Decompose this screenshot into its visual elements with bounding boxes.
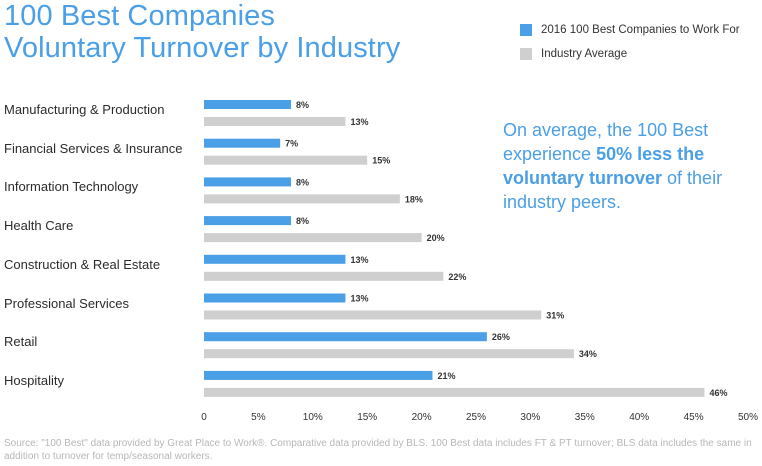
data-label-best-health-care: 8% [296,216,309,226]
data-label-industry-financial-services-insurance: 15% [372,156,390,166]
x-tick-label: 50% [738,412,758,423]
callout-note-post: of their industry peers. [503,168,723,212]
category-label-hospitality: Hospitality [4,372,64,388]
bar-industry-construction-real-estate [204,271,444,281]
legend-label-industry-average: Industry Average [541,48,628,60]
data-label-best-retail: 26% [492,332,510,342]
data-label-industry-retail: 34% [579,349,597,359]
data-label-industry-health-care: 20% [427,233,445,243]
x-tick-label: 25% [466,412,486,423]
bar-industry-retail [204,349,574,359]
bar-industry-information-technology [204,194,400,204]
category-label-professional-services: Professional Services [4,295,129,311]
data-label-industry-information-technology: 18% [405,194,423,204]
data-label-industry-professional-services: 31% [546,311,564,321]
category-label-health-care: Health Care [4,218,74,234]
x-tick-label: 40% [629,412,649,423]
bar-best-hospitality [204,370,433,380]
bar-industry-health-care [204,233,422,243]
legend-item-industry-average: Industry Average [520,46,740,62]
category-label-retail: Retail [4,334,38,350]
data-label-industry-construction-real-estate: 22% [448,272,466,282]
bar-best-financial-services-insurance [204,138,281,148]
x-tick-label: 0 [201,412,207,423]
legend: 2016 100 Best Companies to Work For Indu… [520,22,740,70]
bar-industry-hospitality [204,387,705,397]
bar-industry-manufacturing-production [204,117,346,126]
data-label-industry-manufacturing-production: 13% [350,117,368,127]
category-label-construction-real-estate: Construction & Real Estate [4,256,161,272]
bar-best-construction-real-estate [204,254,346,264]
data-label-best-financial-services-insurance: 7% [285,139,298,149]
bar-best-professional-services [204,293,346,303]
x-tick-label: 10% [303,412,323,423]
bar-best-information-technology [204,177,292,187]
data-label-best-manufacturing-production: 8% [296,100,309,110]
source-note: Source: "100 Best" data provided by Grea… [4,438,752,462]
x-tick-label: 45% [684,412,704,423]
chart-title: 100 Best Companies Voluntary Turnover by… [4,0,400,64]
category-label-financial-services-insurance: Financial Services & Insurance [4,140,183,156]
x-tick-label: 20% [412,412,432,423]
chart-title-line-2: Voluntary Turnover by Industry [4,32,401,64]
category-label-manufacturing-production: Manufacturing & Production [4,102,165,117]
x-tick-label: 5% [251,412,266,423]
bar-best-manufacturing-production [204,100,292,109]
x-tick-label: 15% [357,412,377,423]
bar-best-health-care [204,216,292,226]
data-label-best-hospitality: 21% [437,371,455,381]
legend-item-100-best: 2016 100 Best Companies to Work For [520,22,740,38]
x-tick-label: 35% [575,412,595,423]
bar-best-retail [204,332,487,342]
category-label-information-technology: Information Technology [4,179,139,195]
legend-swatch-industry-average [520,48,532,60]
data-label-best-information-technology: 8% [296,177,309,187]
callout-note: On average, the 100 Best experience 50% … [503,118,753,214]
data-label-best-construction-real-estate: 13% [350,255,368,265]
data-label-industry-hospitality: 46% [709,388,727,398]
x-tick-label: 30% [520,412,540,423]
bar-industry-professional-services [204,310,542,320]
bar-industry-financial-services-insurance [204,155,368,165]
chart-title-line-1: 100 Best Companies [4,0,276,32]
data-label-best-professional-services: 13% [350,294,368,304]
legend-swatch-100-best [520,24,532,36]
callout-note-bold: 50% less the voluntary turnover [503,144,705,188]
callout-note-pre: On average, the 100 Best experience [503,120,709,164]
legend-label-100-best: 2016 100 Best Companies to Work For [541,24,740,36]
